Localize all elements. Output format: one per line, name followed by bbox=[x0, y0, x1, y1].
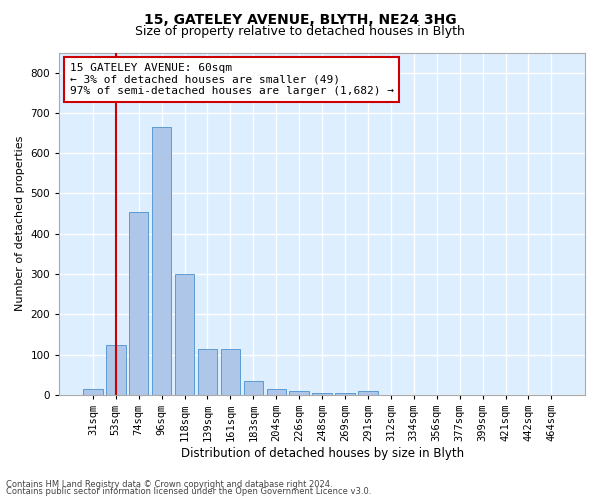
Text: Contains public sector information licensed under the Open Government Licence v3: Contains public sector information licen… bbox=[6, 488, 371, 496]
Text: Contains HM Land Registry data © Crown copyright and database right 2024.: Contains HM Land Registry data © Crown c… bbox=[6, 480, 332, 489]
Bar bbox=[335, 393, 355, 395]
Bar bbox=[83, 389, 103, 395]
Text: 15 GATELEY AVENUE: 60sqm
← 3% of detached houses are smaller (49)
97% of semi-de: 15 GATELEY AVENUE: 60sqm ← 3% of detache… bbox=[70, 63, 394, 96]
Y-axis label: Number of detached properties: Number of detached properties bbox=[15, 136, 25, 312]
Bar bbox=[289, 391, 309, 395]
Bar bbox=[221, 348, 240, 395]
Bar bbox=[244, 381, 263, 395]
Bar bbox=[313, 393, 332, 395]
X-axis label: Distribution of detached houses by size in Blyth: Distribution of detached houses by size … bbox=[181, 447, 464, 460]
Bar bbox=[152, 127, 172, 395]
Bar bbox=[175, 274, 194, 395]
Bar bbox=[266, 389, 286, 395]
Bar bbox=[198, 348, 217, 395]
Bar bbox=[106, 344, 125, 395]
Text: 15, GATELEY AVENUE, BLYTH, NE24 3HG: 15, GATELEY AVENUE, BLYTH, NE24 3HG bbox=[143, 12, 457, 26]
Text: Size of property relative to detached houses in Blyth: Size of property relative to detached ho… bbox=[135, 25, 465, 38]
Bar bbox=[129, 212, 148, 395]
Bar bbox=[358, 391, 377, 395]
